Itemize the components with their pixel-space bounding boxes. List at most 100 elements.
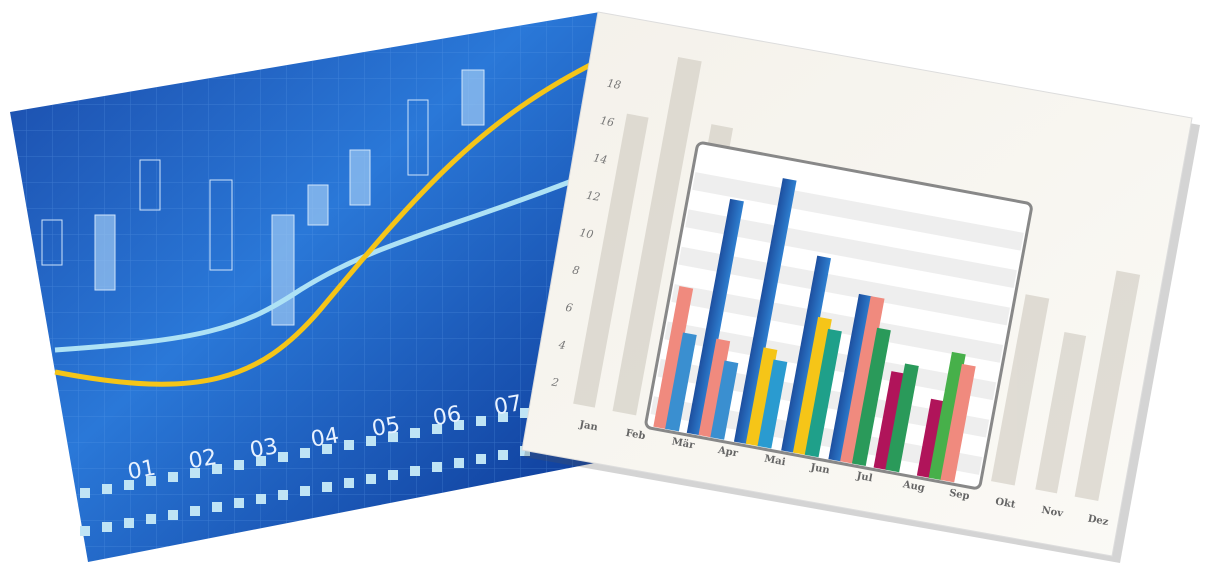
dot <box>366 474 376 484</box>
dot <box>454 420 464 430</box>
dot <box>256 456 266 466</box>
month-label: Apr <box>716 445 739 460</box>
dot <box>300 486 310 496</box>
right-panel: 18 16 14 12 10 8 6 4 2 Jan Feb Mär Apr Mai Jun Jul Aug Se… <box>521 11 1200 563</box>
dot <box>190 506 200 516</box>
x-labels: 01 02 03 04 05 06 07 <box>126 391 524 485</box>
dot <box>454 458 464 468</box>
stripe <box>692 172 1024 251</box>
stripe <box>685 209 1017 288</box>
dot <box>212 502 222 512</box>
y-label: 10 <box>578 226 594 241</box>
dot <box>366 436 376 446</box>
curve-yellow <box>54 57 602 387</box>
y-label: 14 <box>592 151 608 166</box>
left-panel: 01 02 03 04 05 06 07 <box>10 12 602 562</box>
dot <box>410 466 420 476</box>
dot <box>102 522 112 532</box>
bar <box>698 338 731 438</box>
bar <box>665 332 697 432</box>
dot <box>212 464 222 474</box>
labels: 18 16 14 12 10 8 6 4 2 Jan Feb Mär Apr Mai Jun Jul Aug Se… <box>550 77 1110 529</box>
bar <box>733 178 797 445</box>
x-label: 06 <box>431 402 463 431</box>
dot <box>344 440 354 450</box>
color-bars <box>653 178 976 483</box>
bar <box>940 363 976 483</box>
dot <box>388 470 398 480</box>
bar <box>840 296 885 464</box>
x-label: 04 <box>309 423 341 452</box>
x-label: 07 <box>492 391 524 420</box>
dot <box>190 468 200 478</box>
stripe <box>678 246 1010 326</box>
bar <box>781 255 831 453</box>
month-label: Jun <box>809 462 832 477</box>
month-label: Mär <box>671 436 696 451</box>
dot <box>476 416 486 426</box>
dot <box>344 478 354 488</box>
bar <box>710 360 739 440</box>
dot <box>300 448 310 458</box>
dot <box>234 498 244 508</box>
dot <box>278 452 288 462</box>
candles <box>41 69 485 326</box>
y-label: 16 <box>599 114 615 129</box>
bar <box>792 316 832 456</box>
bar <box>851 327 891 467</box>
dot <box>168 472 178 482</box>
month-label: Jan <box>577 419 599 433</box>
dot <box>168 510 178 520</box>
dot <box>432 424 442 434</box>
month-label: Feb <box>625 428 647 442</box>
bar <box>885 363 919 473</box>
x-label: 01 <box>126 456 158 485</box>
bar <box>916 398 945 479</box>
month-label: Okt <box>994 496 1016 511</box>
dot <box>322 444 332 454</box>
dot <box>498 450 508 460</box>
bar <box>873 371 906 471</box>
dot <box>410 428 420 438</box>
dot <box>146 514 156 524</box>
month-label: Sep <box>948 488 970 503</box>
dot <box>146 476 156 486</box>
bar <box>928 351 966 481</box>
dot <box>432 462 442 472</box>
bar <box>757 359 788 449</box>
dot <box>234 460 244 470</box>
stripe <box>671 284 1004 363</box>
y-label: 8 <box>571 263 580 277</box>
x-label: 03 <box>248 434 280 463</box>
bar <box>745 347 778 447</box>
dots <box>80 404 552 536</box>
bar <box>686 198 744 436</box>
dot <box>278 490 288 500</box>
dot <box>256 494 266 504</box>
dot <box>80 488 90 498</box>
y-label: 12 <box>585 189 601 204</box>
month-label: Aug <box>901 479 926 494</box>
chart-art: 18 16 14 12 10 8 6 4 2 Jan Feb Mär Apr Mai Jun Jul Aug Se… <box>550 56 1141 529</box>
dot <box>388 432 398 442</box>
dot <box>80 526 90 536</box>
dot <box>124 480 134 490</box>
dot <box>124 518 134 528</box>
bar <box>804 328 842 458</box>
dot <box>322 482 332 492</box>
x-label: 02 <box>187 445 219 474</box>
bar <box>653 286 694 430</box>
dot <box>476 454 486 464</box>
dot <box>498 412 508 422</box>
bar <box>828 293 873 462</box>
dot <box>520 408 530 418</box>
y-label: 4 <box>557 338 567 352</box>
month-label: Dez <box>1087 513 1110 528</box>
month-label: Jul <box>855 470 874 484</box>
x-label: 05 <box>370 413 402 442</box>
month-label: Mai <box>763 454 786 469</box>
y-label: 6 <box>564 301 573 315</box>
y-label: 18 <box>606 77 622 92</box>
month-label: Nov <box>1041 505 1065 520</box>
